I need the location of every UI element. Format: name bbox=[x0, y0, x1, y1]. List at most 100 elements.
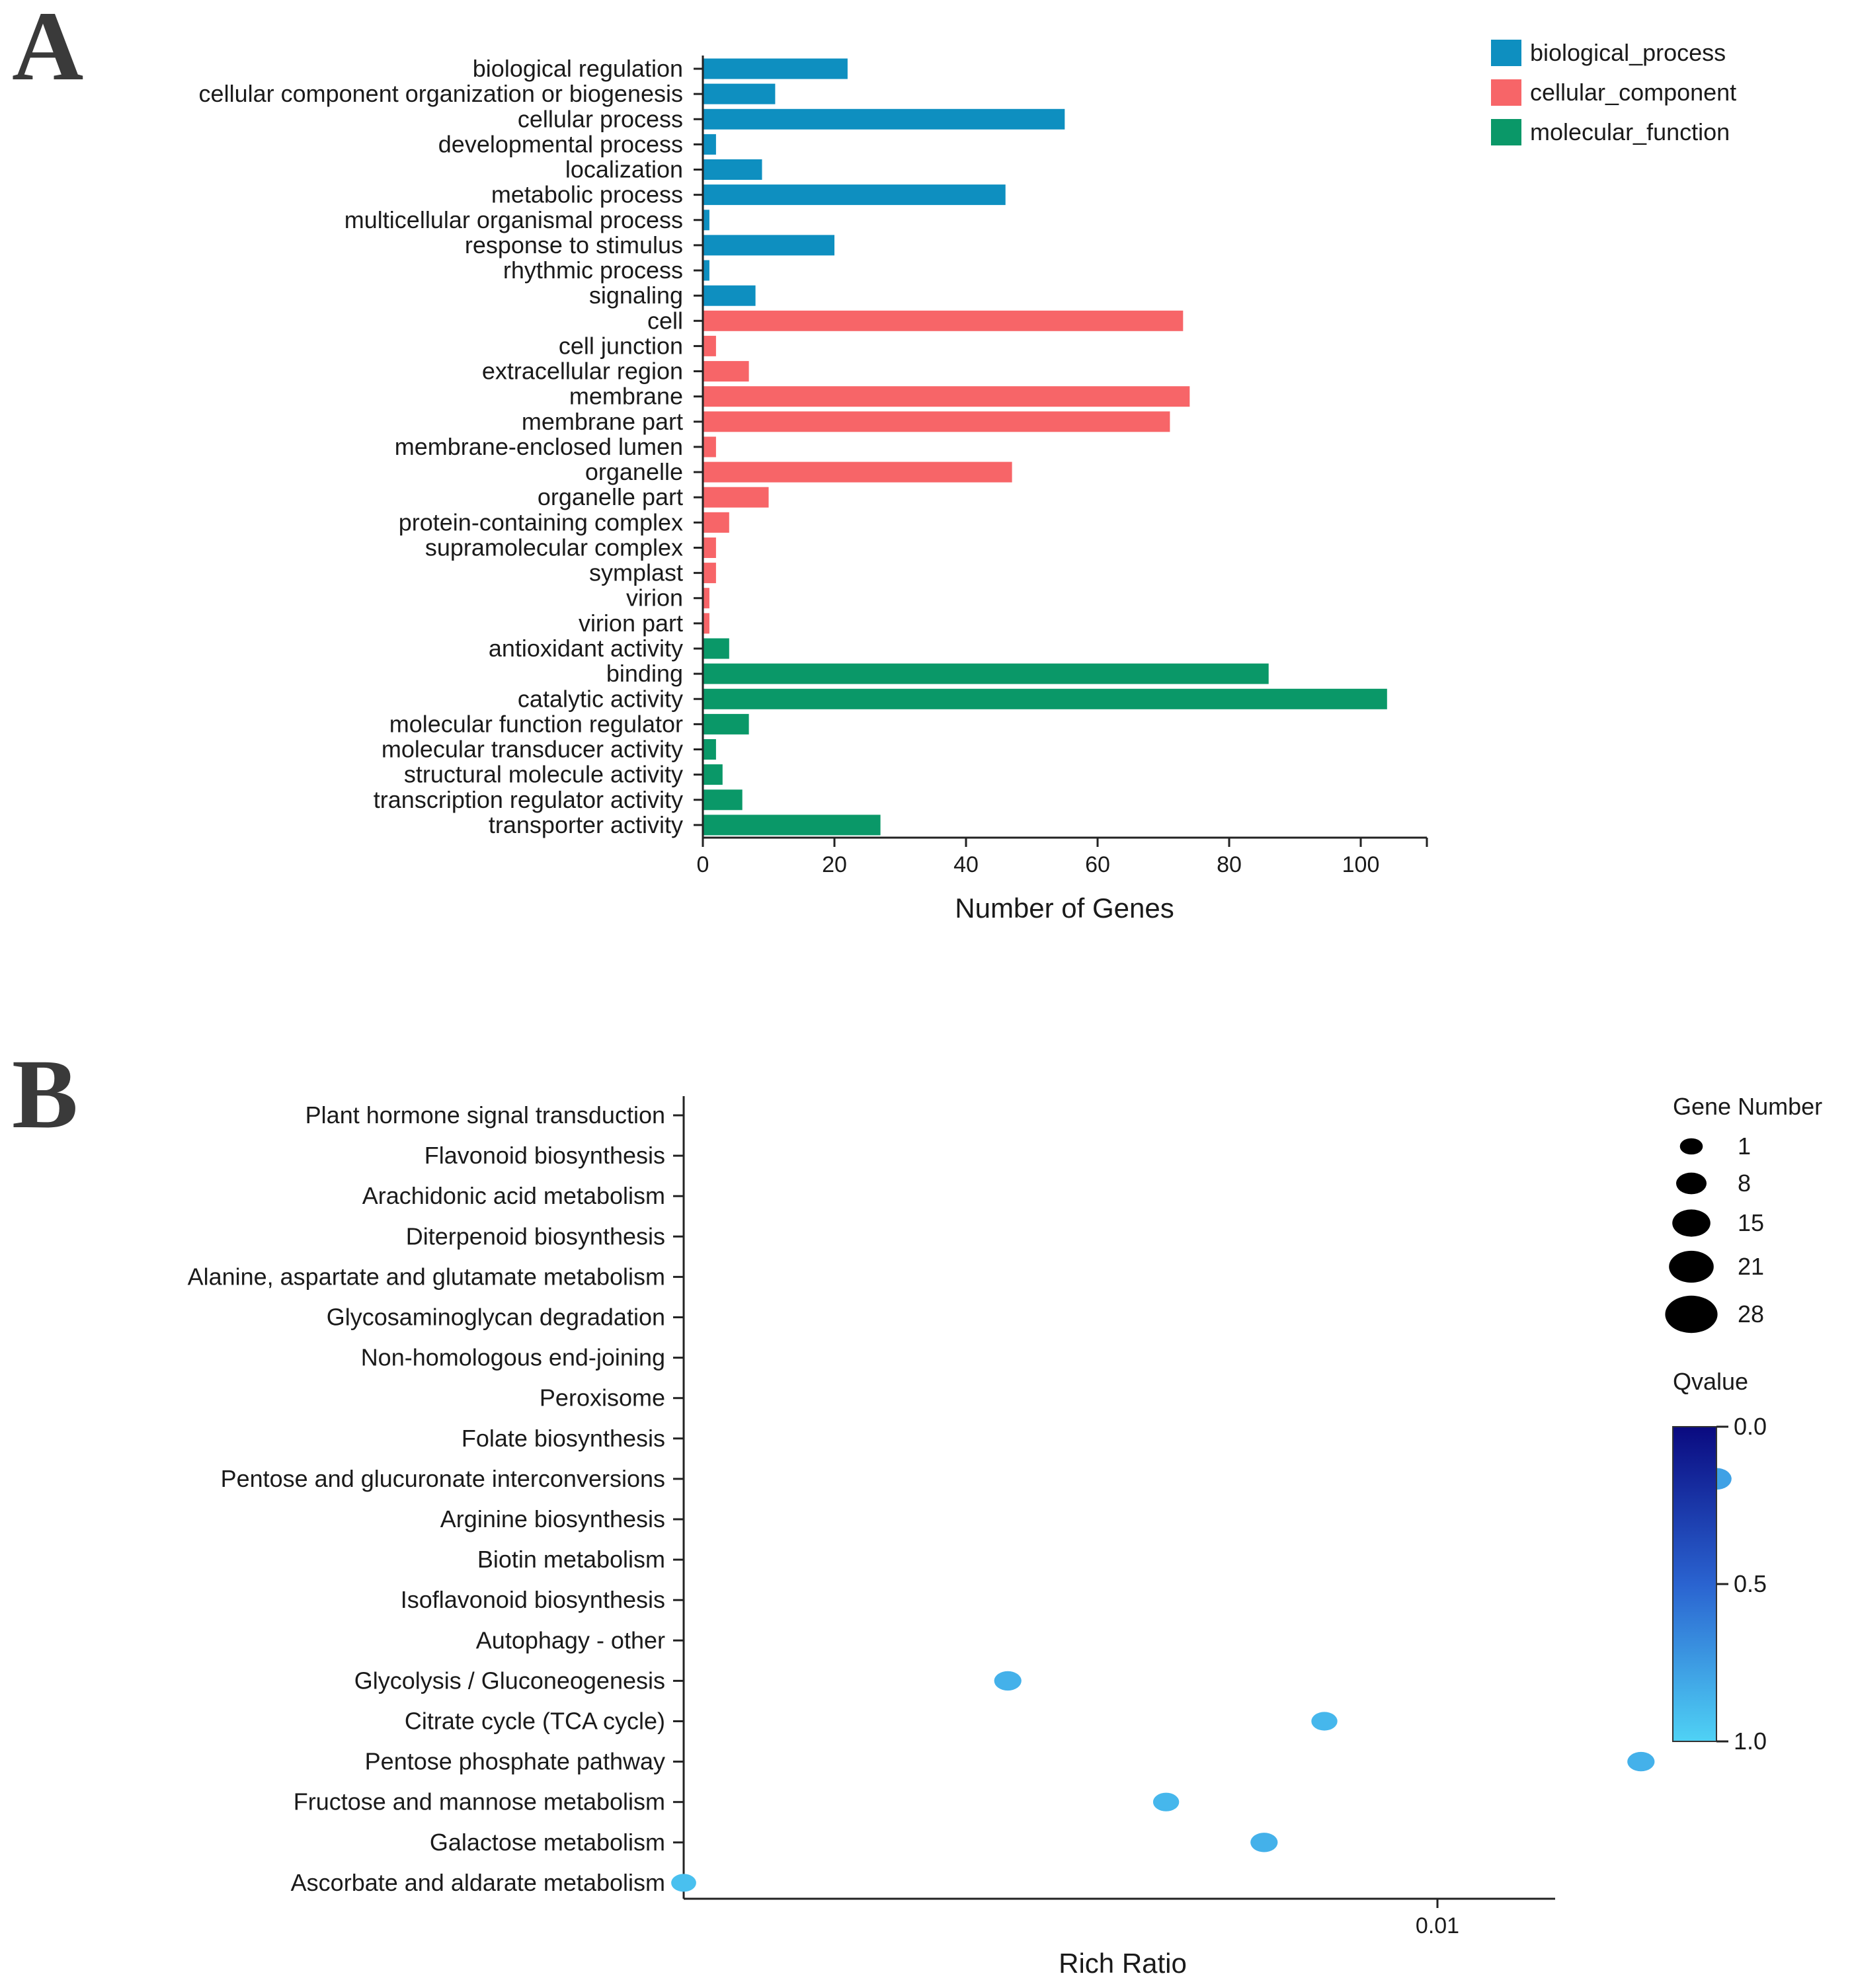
bar-category-label: catalytic activity bbox=[518, 685, 683, 712]
pathway-label: Diterpenoid biosynthesis bbox=[406, 1222, 665, 1250]
bubble-citrate-cycle-tca-cycle- bbox=[1311, 1712, 1338, 1731]
bar-biological-regulation bbox=[703, 58, 848, 79]
pathway-label: Galactose metabolism bbox=[430, 1829, 665, 1856]
bubble-chart-pathway-labels: Plant hormone signal transduction Flavono… bbox=[188, 1101, 665, 1896]
bar-category-label: cellular process bbox=[518, 105, 683, 132]
bar-category-label: transporter activity bbox=[489, 811, 683, 838]
bar-antioxidant-activity bbox=[703, 638, 729, 659]
pathway-label: Biotin metabolism bbox=[477, 1546, 665, 1573]
legend-swatch-biological-process bbox=[1491, 40, 1521, 66]
bar-virion-part bbox=[703, 613, 709, 634]
gene-number-legend-bubble bbox=[1676, 1172, 1707, 1195]
bubble-fructose-and-mannose-metabolism bbox=[1152, 1792, 1180, 1811]
bar-category-label: rhythmic process bbox=[503, 257, 683, 284]
panel-a-letter: A bbox=[12, 0, 83, 101]
pathway-label: Pentose and glucuronate interconversions bbox=[221, 1465, 665, 1492]
bar-category-label: virion part bbox=[579, 610, 683, 637]
bar-extracellular-region bbox=[703, 361, 749, 382]
bar-category-label: membrane bbox=[569, 383, 683, 410]
bubble-chart-x-tick-label: 0.01 bbox=[1416, 1913, 1459, 1938]
bar-virion bbox=[703, 588, 709, 609]
bar-category-label: protein-containing complex bbox=[399, 508, 683, 536]
bar-localization bbox=[703, 159, 762, 180]
bar-molecular-transducer-activity bbox=[703, 739, 716, 760]
bar-transporter-activity bbox=[703, 815, 881, 836]
bubble-chart-x-axis-title: Rich Ratio bbox=[1059, 1948, 1187, 1979]
bar-transcription-regulator-activity bbox=[703, 789, 743, 811]
bar-category-label: transcription regulator activity bbox=[374, 786, 683, 813]
panel-b-letter: B bbox=[12, 1039, 78, 1149]
bar-rhythmic-process bbox=[703, 260, 709, 281]
bar-membrane-part bbox=[703, 411, 1170, 432]
bar-chart-x-tick-label: 80 bbox=[1217, 852, 1242, 877]
bar-membrane bbox=[703, 386, 1190, 407]
bar-category-label: biological regulation bbox=[473, 55, 683, 82]
bar-multicellular-organismal-process bbox=[703, 210, 709, 231]
gene-number-legend-label: 8 bbox=[1738, 1170, 1751, 1197]
bar-molecular-function-regulator bbox=[703, 713, 749, 735]
bar-category-label: metabolic process bbox=[491, 181, 683, 208]
gene-number-legend-bubble bbox=[1665, 1295, 1718, 1333]
gene-number-legend-title: Gene Number bbox=[1673, 1093, 1822, 1120]
bubble-galactose-metabolism bbox=[1250, 1833, 1278, 1852]
bar-membrane-enclosed-lumen bbox=[703, 436, 716, 457]
qvalue-colorbar bbox=[1672, 1426, 1717, 1742]
bar-metabolic-process bbox=[703, 184, 1006, 206]
bar-organelle-part bbox=[703, 487, 769, 508]
panel-b-bubble-chart: B Plant hormone signal transduction Flavo… bbox=[12, 1039, 1822, 1979]
pathway-label: Autophagy - other bbox=[476, 1626, 665, 1653]
bar-category-label: cellular component organization or bioge… bbox=[199, 80, 683, 107]
legend-label: biological_process bbox=[1530, 39, 1726, 66]
bar-category-label: structural molecule activity bbox=[404, 761, 683, 788]
bar-category-label: molecular function regulator bbox=[389, 710, 683, 737]
pathway-label: Flavonoid biosynthesis bbox=[424, 1142, 665, 1169]
bar-binding bbox=[703, 663, 1269, 684]
pathway-label: Plant hormone signal transduction bbox=[305, 1101, 665, 1129]
bar-chart-legend: biological_process cellular_componentmole… bbox=[1491, 39, 1736, 145]
bar-chart-x-tick-label: 100 bbox=[1342, 852, 1380, 877]
bar-chart-x-tick-label: 60 bbox=[1085, 852, 1110, 877]
gene-number-legend-label: 15 bbox=[1738, 1209, 1764, 1236]
bar-category-label: cell junction bbox=[559, 332, 683, 359]
bar-organelle bbox=[703, 461, 1012, 483]
pathway-label: Pentose phosphate pathway bbox=[365, 1748, 665, 1775]
gene-number-legend-bubble bbox=[1669, 1250, 1714, 1283]
pathway-label: Glycolysis / Gluconeogenesis bbox=[354, 1667, 665, 1694]
pathway-label: Peroxisome bbox=[540, 1384, 665, 1411]
legend-swatch-molecular-function bbox=[1491, 119, 1521, 145]
qvalue-colorbar-tick-label: 0.5 bbox=[1734, 1570, 1767, 1597]
bar-protein-containing-complex bbox=[703, 512, 729, 533]
bar-category-label: localization bbox=[565, 156, 683, 183]
gene-number-legend-label: 28 bbox=[1738, 1300, 1764, 1328]
pathway-label: Arginine biosynthesis bbox=[440, 1505, 665, 1532]
bar-category-label: response to stimulus bbox=[465, 231, 683, 258]
bar-cell bbox=[703, 310, 1184, 331]
bar-category-label: membrane part bbox=[522, 408, 683, 435]
bar-category-label: extracellular region bbox=[482, 358, 683, 385]
bar-supramolecular-complex bbox=[703, 537, 716, 558]
gene-number-legend: Gene Number 1 8 15 21 28 bbox=[1665, 1093, 1822, 1333]
bar-category-label: molecular transducer activity bbox=[382, 736, 683, 763]
qvalue-colorbar-legend: Qvalue 0.0 0.5 1.0 bbox=[1672, 1368, 1767, 1755]
bar-chart-x-tick-label: 40 bbox=[953, 852, 979, 877]
bar-category-label: organelle bbox=[585, 458, 683, 485]
bar-cell-junction bbox=[703, 335, 716, 356]
pathway-label: Folate biosynthesis bbox=[462, 1425, 665, 1452]
bubble-chart-axes bbox=[673, 1096, 1555, 1900]
pathway-label: Arachidonic acid metabolism bbox=[362, 1182, 665, 1209]
qvalue-colorbar-tick-label: 1.0 bbox=[1734, 1728, 1767, 1755]
bubble-ascorbate-and-aldarate-metabolism bbox=[671, 1874, 696, 1892]
legend-label: cellular_component bbox=[1530, 79, 1736, 106]
bar-category-label: organelle part bbox=[538, 483, 683, 510]
pathway-label: Fructose and mannose metabolism bbox=[294, 1788, 665, 1815]
pathway-label: Glycosaminoglycan degradation bbox=[327, 1304, 665, 1331]
bar-category-label: membrane-enclosed lumen bbox=[395, 433, 683, 460]
bar-category-label: supramolecular complex bbox=[425, 534, 683, 561]
bar-cellular-process bbox=[703, 108, 1065, 130]
bubble-pentose-phosphate-pathway bbox=[1627, 1751, 1655, 1772]
bar-chart-axes bbox=[694, 56, 1428, 847]
bar-category-label: symplast bbox=[589, 559, 683, 586]
